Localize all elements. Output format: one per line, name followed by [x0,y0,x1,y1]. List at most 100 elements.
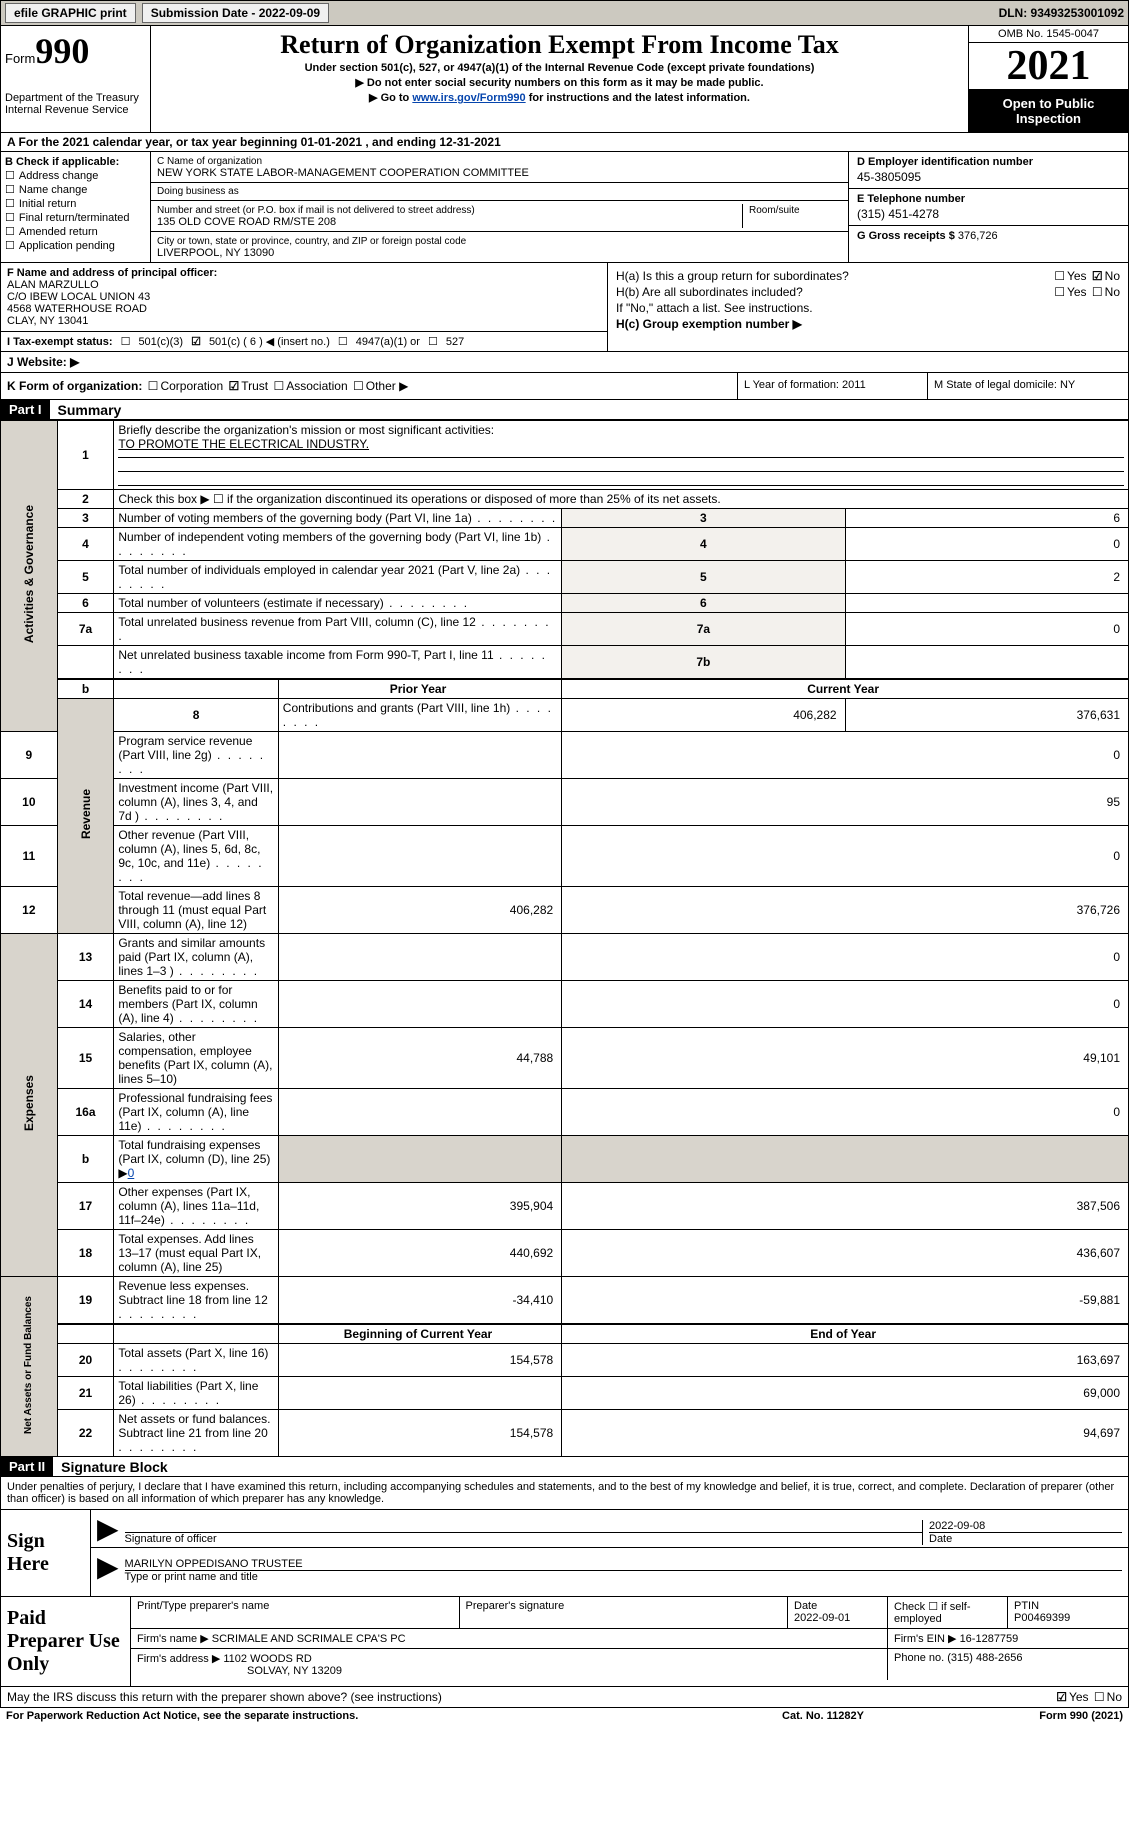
hdr-b: b [57,679,114,699]
hb-no[interactable] [1090,285,1105,299]
perjury-text: Under penalties of perjury, I declare th… [0,1477,1129,1510]
entity-block: B Check if applicable: Address change Na… [0,152,1129,263]
l6: Total number of volunteers (estimate if … [114,594,562,613]
c-name: NEW YORK STATE LABOR-MANAGEMENT COOPERAT… [157,167,842,179]
chk-4947[interactable] [336,335,350,348]
submission-date: Submission Date - 2022-09-09 [142,3,329,23]
section-m: M State of legal domicile: NY [928,373,1128,399]
ha-label: H(a) Is this a group return for subordin… [616,269,1052,283]
ha-no[interactable] [1090,269,1105,283]
ptin-label: PTIN [1014,1600,1122,1612]
net-hdr-py: Beginning of Current Year [278,1324,561,1344]
l16a-cy: 0 [562,1089,1129,1136]
cat-no: Cat. No. 11282Y [723,1710,923,1722]
l13-py [278,934,561,981]
chk-amended[interactable]: Amended return [5,225,146,238]
discuss-no[interactable] [1092,1690,1107,1704]
hb-yes[interactable] [1052,285,1067,299]
discuss-yes[interactable] [1054,1690,1069,1704]
l3-n: 3 [562,509,845,528]
l12-cy: 376,726 [562,887,1129,934]
irs-link[interactable]: www.irs.gov/Form990 [412,92,525,104]
chk-address[interactable]: Address change [5,169,146,182]
f-co: C/O IBEW LOCAL UNION 43 [7,291,601,303]
lbl-other: Other ▶ [366,379,409,393]
f-name: ALAN MARZULLO [7,279,601,291]
chk-initial[interactable]: Initial return [5,197,146,210]
efile-button[interactable]: efile GRAPHIC print [5,3,136,23]
l8-cy: 376,631 [845,699,1128,732]
summary-table: Activities & Governance 1 Briefly descri… [0,420,1129,1457]
l3: Number of voting members of the governin… [114,509,562,528]
chk-assoc[interactable] [271,379,286,393]
chk-527[interactable] [426,335,440,348]
section-c: C Name of organization NEW YORK STATE LA… [151,152,848,262]
l10-cy: 95 [562,779,1129,826]
chk-other[interactable] [351,379,366,393]
chk-trust[interactable] [226,379,241,393]
chk-corp[interactable] [146,379,161,393]
section-b: B Check if applicable: Address change Na… [1,152,151,262]
preparer-label: Paid Preparer Use Only [1,1597,131,1686]
hdr-cy: Current Year [562,679,1129,699]
l14-cy: 0 [562,981,1129,1028]
form-word: Form [5,51,35,66]
l15-cy: 49,101 [562,1028,1129,1089]
l4-v: 0 [845,528,1128,561]
l12: Total revenue—add lines 8 through 11 (mu… [114,887,278,934]
l8: Contributions and grants (Part VIII, lin… [278,699,561,732]
l21: Total liabilities (Part X, line 26) [114,1377,278,1410]
h-note: If "No," attach a list. See instructions… [616,301,1120,315]
l16b-cy [562,1136,1129,1183]
section-klm: K Form of organization: Corporation Trus… [0,373,1129,400]
l12-py: 406,282 [278,887,561,934]
sig-label: Signature of officer [125,1533,217,1545]
c-name-label: C Name of organization [157,156,262,167]
l10: Investment income (Part VIII, column (A)… [114,779,278,826]
sign-here-label: Sign Here [1,1510,91,1596]
chk-pending[interactable]: Application pending [5,239,146,252]
hb-label: H(b) Are all subordinates included? [616,285,1052,299]
footer: For Paperwork Reduction Act Notice, see … [0,1708,1129,1724]
firm-addr-label: Firm's address ▶ [137,1653,220,1665]
chk-name[interactable]: Name change [5,183,146,196]
chk-501c3[interactable] [119,335,133,348]
k-label: K Form of organization: [7,379,142,393]
prep-phone-label: Phone no. [894,1652,944,1664]
l19-py: -34,410 [278,1277,561,1325]
prep-date: 2022-09-01 [794,1612,881,1624]
l7a-n: 7a [562,613,845,646]
sub3-post: for instructions and the latest informat… [526,92,750,104]
header-sub3: ▶ Go to www.irs.gov/Form990 for instruct… [159,91,960,104]
footer-form: Form 990 (2021) [923,1710,1123,1722]
lbl-4947: 4947(a)(1) or [356,336,420,348]
l18: Total expenses. Add lines 13–17 (must eq… [114,1230,278,1277]
q2: Check this box ▶ ☐ if the organization d… [114,490,1129,509]
side-exp: Expenses [1,934,58,1277]
hdr-py: Prior Year [278,679,561,699]
part2-tag: Part II [1,1457,53,1476]
l16a-py [278,1089,561,1136]
omb-number: OMB No. 1545-0047 [969,26,1128,43]
header-sub2: ▶ Do not enter social security numbers o… [159,76,960,89]
lbl-527: 527 [446,336,464,348]
l14-py [278,981,561,1028]
q1: Briefly describe the organization's miss… [118,423,494,437]
l11-py [278,826,561,887]
lbl-501c3: 501(c)(3) [138,336,183,348]
f-city: CLAY, NY 13041 [7,315,601,327]
part2-title: Signature Block [53,1459,168,1475]
lbl-501c: 501(c) ( 6 ) ◀ (insert no.) [209,335,330,348]
ha-yes[interactable] [1052,269,1067,283]
l15: Salaries, other compensation, employee b… [114,1028,278,1089]
chk-final[interactable]: Final return/terminated [5,211,146,224]
chk-501c[interactable] [189,335,203,348]
phone-label: E Telephone number [857,193,1120,205]
l6-n: 6 [562,594,845,613]
l16b: Total fundraising expenses (Part IX, col… [114,1136,278,1183]
l9-py [278,732,561,779]
ptin: P00469399 [1014,1612,1122,1624]
section-k: K Form of organization: Corporation Trus… [1,373,738,399]
signature-arrow-icon: ▶ [97,1512,119,1545]
l7b: Net unrelated business taxable income fr… [114,646,562,680]
